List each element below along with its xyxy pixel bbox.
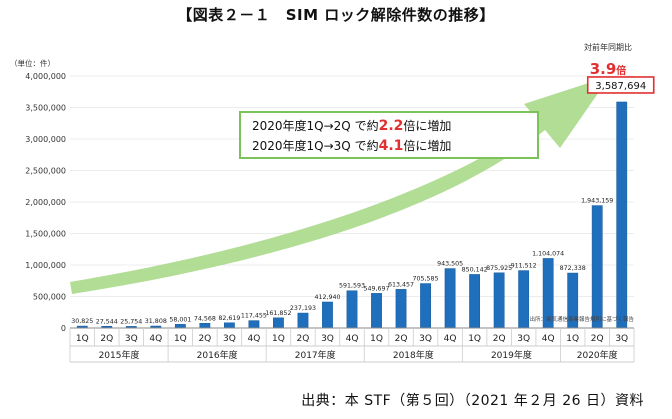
- x-tick-label: 1Q: [566, 334, 579, 344]
- y-tick-label: 500,000: [33, 293, 66, 302]
- data-label: 58,001: [169, 316, 191, 323]
- source-caption: 出典：本 STF（第５回）（2021 年２月 26 日）資料: [301, 393, 644, 409]
- x-tick-label: 4Q: [346, 334, 359, 344]
- y-tick-label: 2,500,000: [25, 167, 66, 176]
- yoy-value: 3.9倍: [590, 60, 627, 78]
- data-label: 613,457: [388, 281, 414, 288]
- x-tick-label: 2Q: [100, 334, 113, 344]
- highlight-box: [586, 76, 655, 94]
- x-tick-label: 3Q: [223, 334, 236, 344]
- data-label: 850,142: [462, 266, 488, 273]
- x-tick-label: 1Q: [468, 334, 481, 344]
- bar: [248, 320, 260, 329]
- bar: [493, 272, 505, 329]
- x-tick-label: 1Q: [370, 334, 383, 344]
- x-tick-label: 3Q: [419, 334, 432, 344]
- callout-2-before: 2020年度1Q→3Q で約: [252, 138, 379, 153]
- data-label: 117,455: [241, 313, 267, 320]
- data-label: 74,568: [194, 315, 216, 322]
- callout-box: 2020年度1Q→2Q で約2.2倍に増加 2020年度1Q→3Q で約4.1倍…: [239, 111, 539, 159]
- bar: [395, 289, 407, 329]
- x-tick-label: 3Q: [125, 334, 138, 344]
- chart-note: 出所：電気通信事業報告規則に基づく報告: [529, 315, 634, 323]
- growth-arrow: [70, 76, 610, 294]
- data-label: 27,544: [96, 318, 118, 325]
- callout-1-value: 2.2: [379, 118, 404, 134]
- callout-2-value: 4.1: [379, 138, 404, 154]
- bar: [297, 312, 309, 329]
- data-label: 161,852: [265, 310, 291, 317]
- bar: [371, 293, 382, 329]
- data-label: 1,943,159: [581, 198, 613, 205]
- year-label: 2019年度: [491, 349, 532, 361]
- y-tick-label: 3,500,000: [25, 104, 66, 113]
- bar: [616, 101, 628, 329]
- x-tick-label: 4Q: [542, 334, 555, 344]
- callout-1-after: 倍に増加: [403, 118, 451, 133]
- data-label: 25,754: [120, 318, 142, 325]
- data-label: 1,104,074: [532, 250, 564, 257]
- x-tick-label: 1Q: [272, 334, 285, 344]
- bar: [346, 290, 358, 329]
- data-label: 875,925: [486, 265, 512, 272]
- x-tick-label: 4Q: [248, 334, 261, 344]
- x-tick-label: 2Q: [297, 334, 310, 344]
- year-label: 2015年度: [99, 349, 140, 361]
- data-label: 412,940: [314, 294, 340, 301]
- x-tick-label: 4Q: [444, 334, 457, 344]
- bar: [273, 317, 284, 329]
- year-label: 2016年度: [197, 349, 238, 361]
- x-tick-label: 2Q: [395, 334, 408, 344]
- x-tick-label: 2Q: [493, 334, 506, 344]
- y-tick-label: 1,000,000: [25, 261, 66, 270]
- bar: [199, 323, 211, 329]
- data-label: 705,585: [413, 276, 439, 283]
- year-label: 2017年度: [295, 349, 336, 361]
- x-tick-label: 1Q: [174, 334, 187, 344]
- callout-line-1: 2020年度1Q→2Q で約2.2倍に増加: [252, 118, 451, 134]
- bar: [420, 283, 431, 329]
- year-label: 2018年度: [393, 349, 434, 361]
- data-label: 549,697: [363, 285, 389, 292]
- bar: [174, 324, 186, 329]
- bar: [223, 322, 235, 329]
- callout-2-after: 倍に増加: [403, 138, 451, 153]
- x-tick-label: 3Q: [517, 334, 530, 344]
- data-label: 82,619: [218, 315, 240, 322]
- data-label: 237,193: [290, 305, 316, 312]
- callout-1-before: 2020年度1Q→2Q で約: [252, 118, 379, 133]
- y-tick-label: 0: [61, 324, 66, 333]
- bar: [469, 274, 481, 329]
- data-label: 943,505: [437, 261, 463, 268]
- x-tick-label: 2Q: [591, 334, 604, 344]
- bar: [322, 301, 333, 329]
- yoy-caption: 対前年同期比: [584, 42, 632, 52]
- data-label: 3,587,694: [595, 81, 646, 92]
- yoy-unit: 倍: [616, 64, 626, 77]
- x-tick-label: 1Q: [76, 334, 89, 344]
- y-tick-label: 2,000,000: [25, 198, 66, 207]
- data-label: 911,512: [511, 263, 537, 270]
- x-tick-label: 2Q: [198, 334, 211, 344]
- y-tick-label: 4,000,000: [25, 72, 66, 81]
- bar: [518, 270, 530, 329]
- data-label: 30,825: [71, 318, 93, 325]
- figure-title: 【図表２－１ SIM ロック解除件数の推移】: [177, 6, 495, 24]
- callout-line-2: 2020年度1Q→3Q で約4.1倍に増加: [252, 138, 451, 154]
- x-tick-label: 3Q: [321, 334, 334, 344]
- y-tick-label: 1,500,000: [25, 230, 66, 239]
- yoy-number: 3.9: [590, 60, 617, 78]
- data-label: 31,808: [145, 318, 167, 325]
- bar: [591, 205, 603, 329]
- bar: [444, 268, 456, 329]
- x-tick-label: 3Q: [615, 334, 628, 344]
- data-label: 872,338: [560, 265, 586, 272]
- y-tick-label: 3,000,000: [25, 135, 66, 144]
- x-tick-label: 4Q: [149, 334, 162, 344]
- year-label: 2020年度: [577, 349, 618, 361]
- data-label: 591,593: [339, 283, 365, 290]
- y-unit-label: （単位：件）: [10, 58, 55, 68]
